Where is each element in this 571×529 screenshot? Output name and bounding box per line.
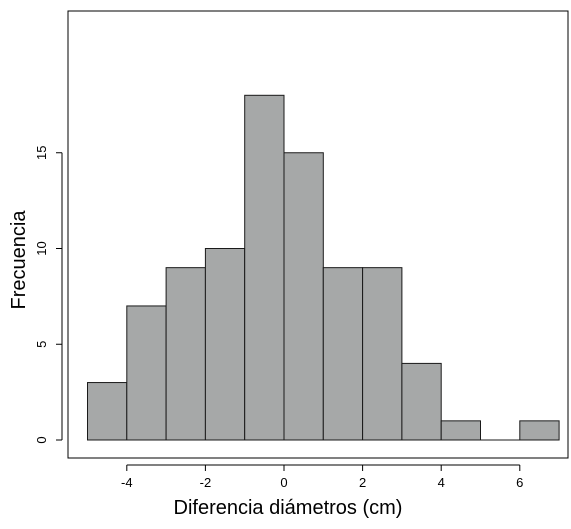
bars-group (87, 94, 560, 441)
x-tick-label: 6 (516, 475, 523, 490)
y-tick-label: 0 (34, 436, 49, 443)
plot-box (67, 10, 569, 459)
x-tick-label: -2 (200, 475, 212, 490)
y-tick-label: 15 (34, 146, 49, 160)
histogram-bar (204, 248, 246, 441)
x-axis-title: Diferencia diámetros (cm) (174, 497, 403, 519)
y-tick-label: 5 (34, 341, 49, 348)
histogram-bar (440, 420, 482, 441)
histogram-bar (165, 267, 206, 441)
histogram-bar (401, 362, 442, 441)
histogram-bar (244, 94, 285, 441)
y-axis-title: Frecuencia (8, 210, 30, 310)
x-tick-label: -4 (121, 475, 133, 490)
y-tick-label: 10 (34, 241, 49, 255)
x-tick-label: 4 (438, 475, 445, 490)
histogram-bar (87, 382, 128, 441)
histogram-bar (126, 305, 167, 441)
histogram-bar (519, 420, 560, 441)
x-tick-label: 2 (359, 475, 366, 490)
x-axis: -4 -2 0 2 4 6 (121, 464, 523, 490)
histogram-bar (362, 267, 403, 441)
histogram-bar (322, 267, 364, 441)
x-tick-label: 0 (280, 475, 287, 490)
histogram-bar (283, 152, 324, 441)
y-axis: 0 5 10 15 (34, 146, 63, 444)
